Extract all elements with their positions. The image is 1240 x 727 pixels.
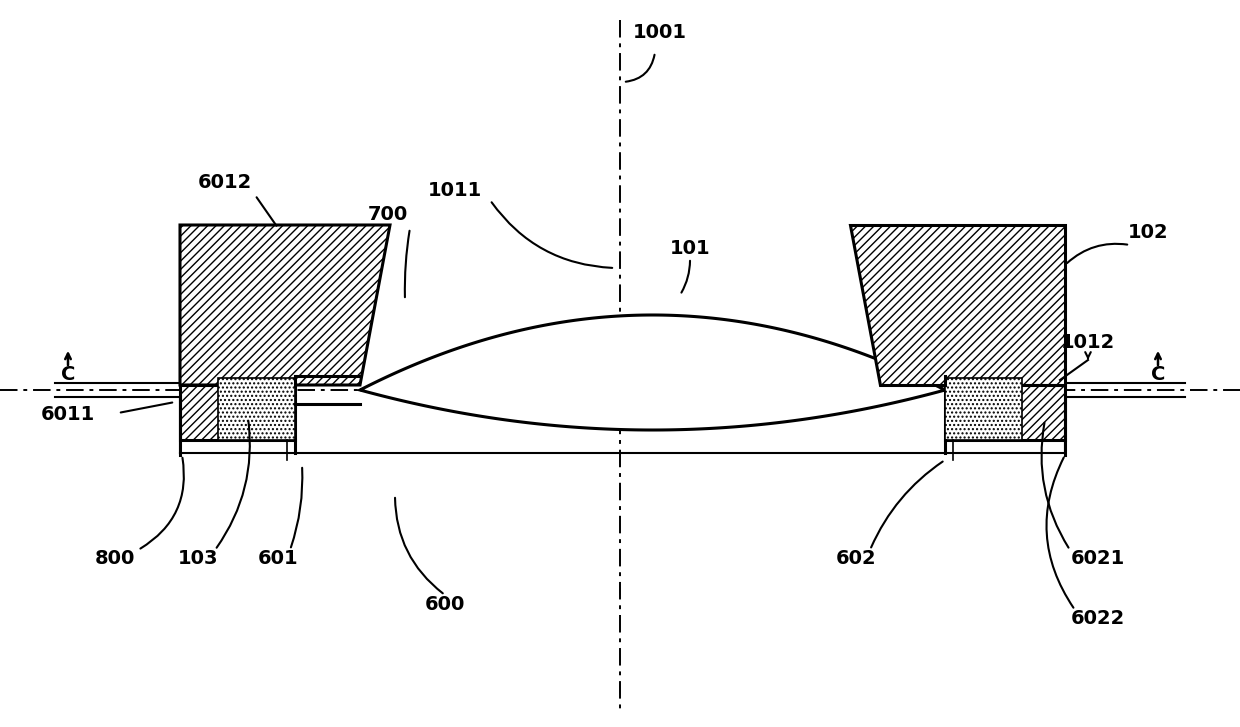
Bar [218, 378, 295, 440]
Text: 1001: 1001 [632, 23, 687, 42]
Bar [945, 385, 1065, 440]
Polygon shape [180, 225, 391, 385]
Text: 1012: 1012 [1061, 332, 1115, 351]
Polygon shape [360, 315, 945, 430]
Text: 6022: 6022 [1071, 608, 1125, 627]
Text: 601: 601 [258, 548, 299, 568]
Bar [180, 385, 295, 440]
Text: 6021: 6021 [1071, 548, 1125, 568]
Text: 103: 103 [177, 548, 218, 568]
Text: 102: 102 [1127, 223, 1168, 243]
Text: 6012: 6012 [198, 174, 252, 193]
Text: 6011: 6011 [41, 406, 95, 425]
Text: 700: 700 [368, 206, 408, 225]
Text: 600: 600 [425, 595, 465, 614]
Text: 800: 800 [94, 548, 135, 568]
Text: 1011: 1011 [428, 180, 482, 199]
Text: 101: 101 [670, 238, 711, 257]
Polygon shape [849, 225, 1065, 385]
Text: C: C [1151, 364, 1166, 384]
Bar [945, 378, 1022, 440]
Text: 602: 602 [836, 548, 877, 568]
Text: C: C [61, 364, 76, 384]
